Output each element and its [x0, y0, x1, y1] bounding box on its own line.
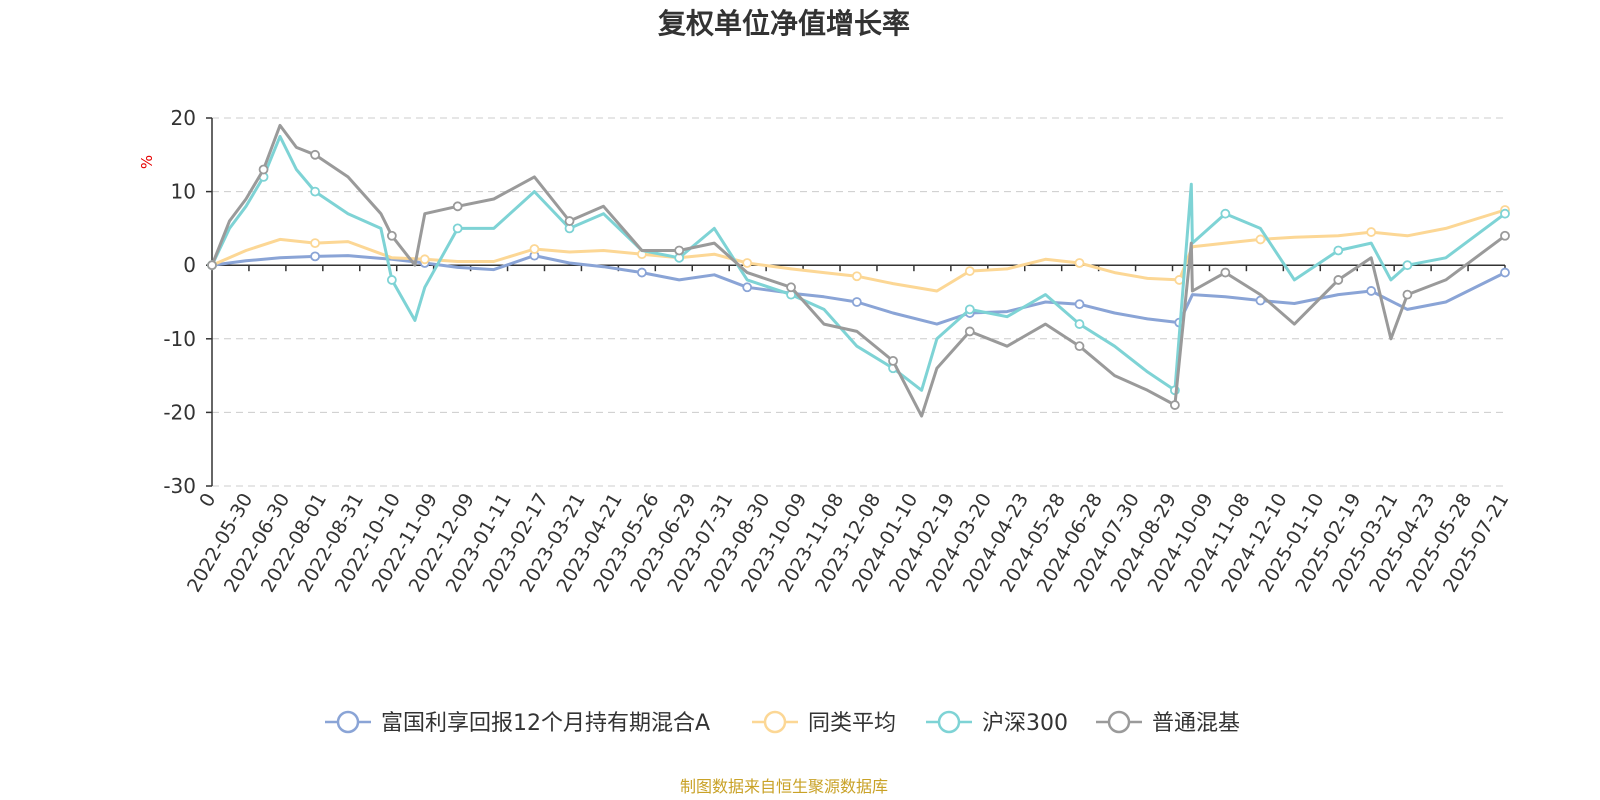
data-point[interactable] [742, 258, 753, 268]
data-point[interactable] [964, 266, 975, 276]
legend-swatch-circle [937, 710, 961, 734]
y-tick-label: 20 [171, 106, 196, 130]
data-point[interactable] [1074, 299, 1085, 310]
data-point[interactable] [1402, 289, 1413, 300]
data-point[interactable] [258, 164, 269, 175]
data-point[interactable] [674, 245, 685, 256]
data-point[interactable] [1169, 400, 1180, 410]
y-axis-unit: % [138, 155, 156, 169]
data-point[interactable] [1500, 230, 1510, 241]
legend[interactable]: 富国利享回报12个月持有期混合A 同类平均 沪深300 普通混基 [325, 710, 1240, 736]
data-point[interactable] [964, 326, 975, 337]
data-point[interactable] [452, 201, 463, 212]
data-point[interactable] [310, 186, 320, 197]
data-point[interactable] [1366, 286, 1377, 296]
data-point[interactable] [1500, 267, 1510, 278]
data-point[interactable] [851, 271, 862, 282]
legend-item[interactable]: 沪深300 [926, 710, 1068, 736]
data-point[interactable] [419, 254, 430, 265]
series-lines [207, 123, 1510, 418]
legend-swatch-circle [1107, 710, 1131, 734]
y-tick-label: 10 [171, 180, 196, 204]
data-point[interactable] [1500, 208, 1510, 219]
series-line [210, 134, 1506, 392]
legend-label: 沪深300 [982, 711, 1068, 736]
y-tick-label: 0 [183, 253, 196, 277]
data-point[interactable] [310, 251, 320, 262]
data-point[interactable] [1220, 267, 1231, 278]
data-point[interactable] [1074, 258, 1085, 268]
legend-item[interactable]: 富国利享回报12个月持有期混合A [325, 710, 710, 736]
legend-item[interactable]: 同类平均 [752, 710, 896, 736]
data-point[interactable] [452, 223, 463, 234]
legend-swatch-circle [336, 710, 360, 734]
data-point[interactable] [1402, 260, 1413, 271]
axes: 20100-10-20-3002022-05-302022-06-302022-… [163, 106, 1513, 596]
series-line [210, 123, 1506, 418]
data-point[interactable] [386, 275, 397, 285]
legend-label: 同类平均 [808, 711, 896, 736]
y-tick-label: -10 [163, 327, 196, 351]
y-tick-label: -30 [163, 474, 196, 498]
data-point[interactable] [310, 149, 320, 160]
data-point[interactable] [1333, 275, 1344, 285]
data-point[interactable] [1220, 208, 1231, 219]
data-point[interactable] [786, 282, 796, 293]
data-point[interactable] [888, 355, 898, 366]
data-point[interactable] [964, 304, 975, 315]
data-point[interactable] [529, 244, 540, 254]
data-point[interactable] [386, 230, 397, 241]
legend-item[interactable]: 普通混基 [1096, 710, 1240, 736]
data-point[interactable] [1074, 341, 1085, 352]
data-point[interactable] [1074, 319, 1085, 329]
data-point[interactable] [1366, 227, 1377, 237]
data-point[interactable] [742, 282, 753, 293]
data-point[interactable] [637, 267, 647, 278]
y-tick-label: -20 [163, 400, 196, 424]
data-point[interactable] [310, 238, 320, 249]
data-point[interactable] [1255, 234, 1266, 245]
data-point[interactable] [564, 216, 575, 226]
legend-label: 富国利享回报12个月持有期混合A [381, 711, 710, 736]
data-source-note: 制图数据来自恒生聚源数据库 [680, 777, 888, 796]
legend-label: 普通混基 [1152, 711, 1240, 736]
x-tick-label: 0 [195, 490, 220, 511]
legend-swatch-circle [763, 710, 787, 734]
data-point[interactable] [851, 297, 862, 307]
data-point[interactable] [207, 260, 217, 271]
data-point[interactable] [1333, 245, 1344, 256]
chart-title: 复权单位净值增长率 [658, 7, 910, 40]
